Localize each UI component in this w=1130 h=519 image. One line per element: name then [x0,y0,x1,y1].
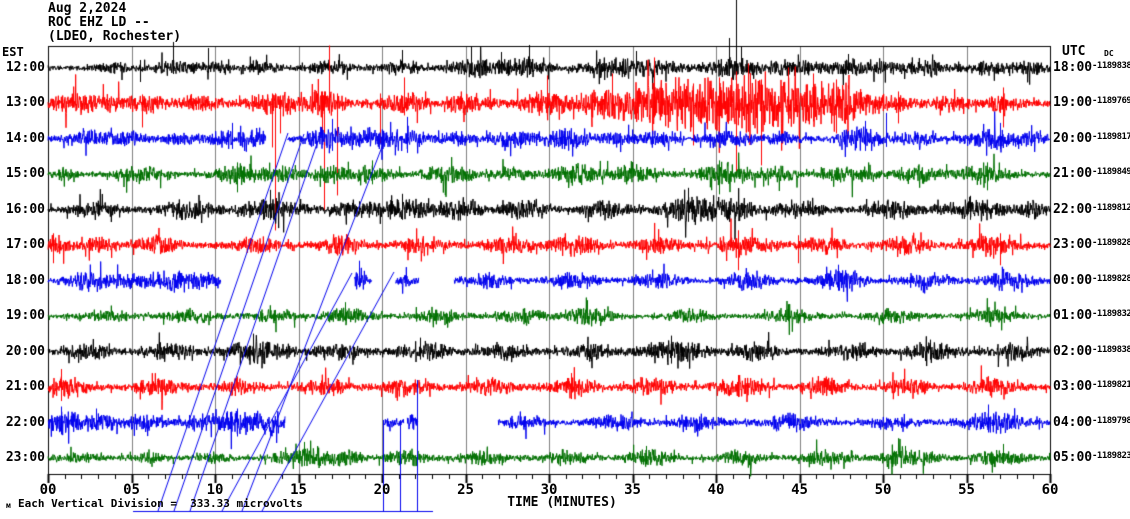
est-label: 23:00 [5,449,45,465]
header-block: Aug 2,2024 ROC EHZ LD -- (LDEO, Rochester) [48,2,181,44]
utc-label: 04:00 [1053,414,1093,430]
utc-label: 19:00 [1053,95,1093,111]
dc-value: -1189832 [1092,309,1130,320]
minute-tick-label: 40 [707,482,725,498]
utc-label: 22:00 [1053,201,1093,217]
minute-tick-label: 35 [624,482,641,498]
dc-value: -1189823 [1092,450,1130,461]
header-station: ROC EHZ LD -- [48,15,150,30]
scale-marker-icon: м [6,501,11,510]
dc-value: -1189769 [1092,96,1130,107]
dc-value: -1189798 [1092,415,1130,426]
minute-tick-label: 05 [123,482,140,498]
dc-value: -1189817 [1092,131,1130,142]
est-label: 17:00 [5,237,45,253]
est-label: 16:00 [5,201,45,217]
dc-value: -1189838 [1092,344,1130,355]
header-date: Aug 2,2024 [48,1,127,16]
minute-tick-label: 50 [874,482,892,498]
minute-tick-label: 20 [373,482,391,498]
right-axis-label: UTC [1062,44,1086,59]
utc-label: 01:00 [1053,308,1093,324]
est-label: 19:00 [5,308,45,324]
minute-tick-label: 15 [290,482,307,498]
utc-label: 05:00 [1053,449,1093,465]
dc-value: -1189828 [1092,273,1130,284]
utc-label: 02:00 [1053,343,1093,359]
dc-value: -1189828 [1092,238,1130,249]
minute-tick-label: 10 [206,482,224,498]
utc-label: 03:00 [1053,379,1093,395]
header-location: (LDEO, Rochester) [48,29,182,44]
utc-label: 00:00 [1053,272,1093,288]
est-label: 20:00 [5,343,45,359]
minute-tick-label: 60 [1041,482,1059,498]
minute-tick-label: 00 [39,482,57,498]
dc-column-label: DC [1104,49,1114,58]
utc-label: 23:00 [1053,237,1093,253]
dc-value: -1189812 [1092,202,1130,213]
utc-label: 20:00 [1053,130,1093,146]
x-axis-title: TIME (MINUTES) [507,495,617,510]
utc-label: 18:00 [1053,60,1093,75]
dc-value: -1189838 [1092,61,1130,71]
est-label: 18:00 [5,272,45,288]
minute-tick-label: 30 [540,482,558,498]
dc-value: -1189821 [1092,380,1130,391]
est-label: 15:00 [5,166,45,182]
minute-tick-label: 45 [791,482,808,498]
est-label: 14:00 [5,130,45,146]
est-label: 12:00 [5,60,45,75]
est-label: 13:00 [5,95,45,111]
minute-tick-label: 55 [958,482,975,498]
scale-text: Each Vertical Division = 333.33 microvol… [18,497,303,510]
minute-tick-label: 25 [457,482,474,498]
dc-value: -1189849 [1092,167,1130,178]
left-axis-label: EST [2,45,24,59]
utc-label: 21:00 [1053,166,1093,182]
est-label: 22:00 [5,414,45,430]
est-label: 21:00 [5,379,45,395]
